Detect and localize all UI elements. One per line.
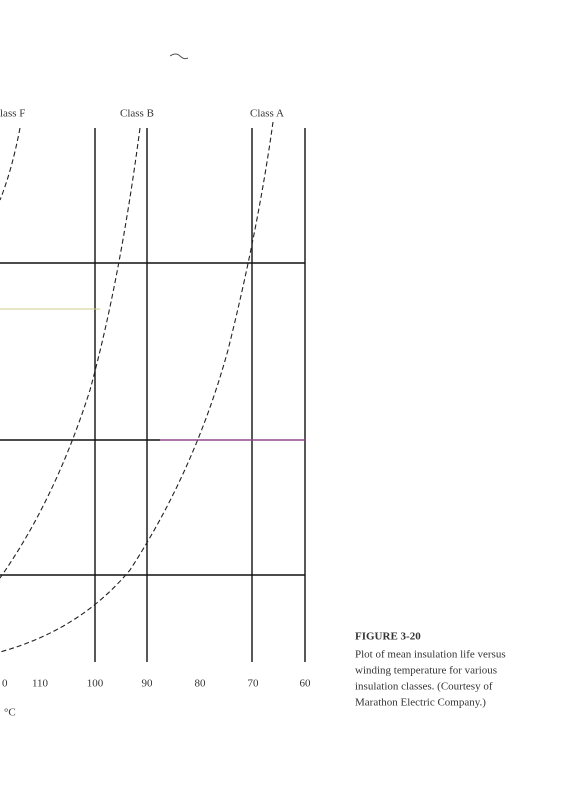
mark bbox=[169, 53, 189, 60]
curve-label: lass F bbox=[0, 108, 25, 120]
x-tick-label: 0 bbox=[2, 678, 8, 690]
x-tick-label: 70 bbox=[248, 678, 260, 690]
curve-label: Class B bbox=[120, 108, 154, 120]
x-tick-label: 100 bbox=[87, 678, 104, 690]
grid bbox=[0, 128, 306, 662]
x-tick-label: 80 bbox=[195, 678, 207, 690]
x-tick-label: 60 bbox=[300, 678, 312, 690]
caption-line: winding temperature for various bbox=[355, 665, 497, 677]
caption-line: Plot of mean insulation life versus bbox=[355, 649, 506, 661]
x-tick-label: 90 bbox=[142, 678, 154, 690]
caption-number: FIGURE 3-20 bbox=[355, 631, 421, 643]
x-tick-label: 110 bbox=[32, 678, 49, 690]
caption-line: Marathon Electric Company.) bbox=[355, 697, 486, 709]
curve-label: Class A bbox=[250, 108, 284, 120]
curves bbox=[0, 121, 274, 653]
caption-line: insulation classes. (Courtesy of bbox=[355, 681, 493, 693]
x-unit: °C bbox=[4, 707, 16, 719]
